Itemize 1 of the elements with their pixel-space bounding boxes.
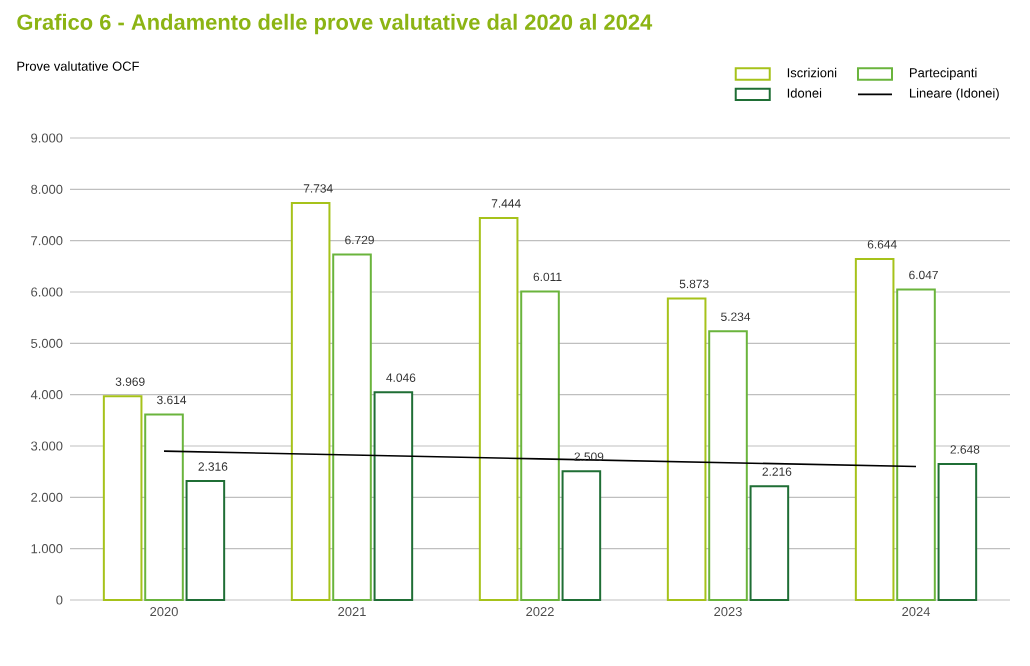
chart-title: Grafico 6 - Andamento delle prove valutative dal 2020 al 2024 — [17, 13, 653, 35]
